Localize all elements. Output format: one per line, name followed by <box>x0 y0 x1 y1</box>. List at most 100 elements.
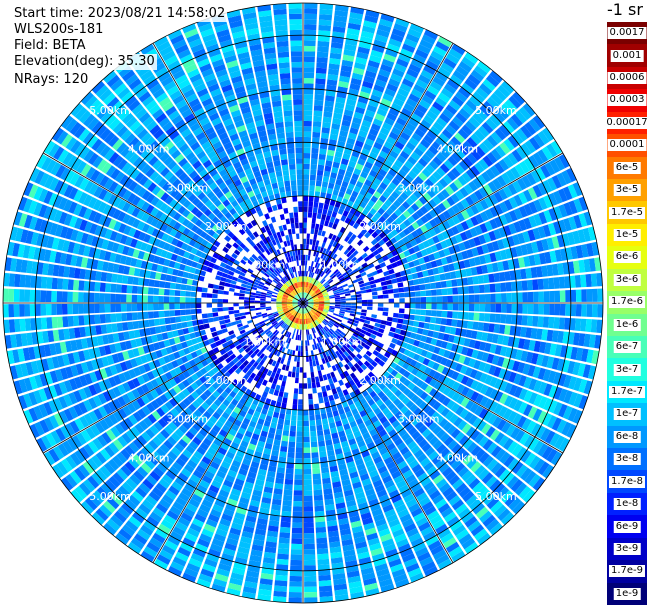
ppi-cell <box>481 121 494 134</box>
ppi-cell <box>308 303 314 306</box>
ppi-cell <box>311 153 319 160</box>
ppi-cell <box>115 303 122 313</box>
ppi-cell <box>414 361 423 370</box>
ppi-cell <box>515 146 528 160</box>
ppi-cell <box>318 285 324 290</box>
ppi-cell <box>428 228 437 237</box>
ppi-cell <box>323 306 330 309</box>
ppi-cell <box>428 253 436 262</box>
ppi-cell <box>318 19 332 26</box>
ppi-cell <box>249 308 256 312</box>
ppi-cell <box>312 473 321 480</box>
ppi-cell <box>334 270 341 276</box>
ppi-cell <box>449 327 457 335</box>
ppi-cell <box>510 427 521 440</box>
ppi-cell <box>356 51 369 60</box>
ppi-cell <box>333 313 339 317</box>
ppi-cell <box>366 174 375 183</box>
ppi-cell <box>381 58 395 68</box>
ppi-cell <box>309 174 316 181</box>
ppi-cell <box>272 291 278 295</box>
ppi-cell <box>332 26 346 33</box>
ppi-cell <box>375 253 382 260</box>
ppi-cell <box>411 376 420 385</box>
ppi-cell <box>303 420 309 427</box>
ppi-cell <box>307 298 313 302</box>
ppi-cell <box>368 263 375 269</box>
ppi-cell <box>479 384 489 395</box>
ppi-cell <box>597 288 603 302</box>
ppi-cell <box>290 420 297 427</box>
ppi-cell <box>425 336 433 344</box>
ppi-cell <box>492 416 503 428</box>
ppi-cell <box>398 367 407 376</box>
ppi-cell <box>420 303 427 309</box>
ppi-cell <box>463 240 471 250</box>
ppi-cell <box>317 283 322 288</box>
ppi-cell <box>353 111 364 120</box>
ppi-cell <box>543 383 553 397</box>
ppi-cell <box>340 307 346 310</box>
ppi-cell <box>271 298 277 301</box>
ppi-cell <box>313 484 322 491</box>
ppi-cell <box>495 303 502 313</box>
ppi-cell <box>496 486 510 500</box>
ppi-cell <box>451 215 461 225</box>
ppi-cell <box>457 420 468 431</box>
ppi-cell <box>586 242 594 257</box>
ppi-cell <box>588 334 596 348</box>
ppi-cell <box>382 378 391 386</box>
ppi-cell <box>310 430 317 437</box>
ppi-cell <box>436 288 443 296</box>
ppi-cell <box>454 233 463 243</box>
ppi-cell <box>478 452 490 464</box>
ppi-cell <box>401 78 414 88</box>
ppi-cell <box>314 94 325 101</box>
ppi-cell <box>458 160 469 171</box>
ppi-cell <box>418 74 431 85</box>
ppi-cell <box>520 326 527 338</box>
ppi-cell <box>542 127 554 142</box>
ppi-cell <box>293 495 303 502</box>
ppi-cell <box>213 284 220 290</box>
ppi-cell <box>482 138 494 151</box>
ppi-cell <box>153 280 161 288</box>
ppi-cell <box>56 278 64 290</box>
ppi-cell <box>329 328 335 334</box>
ppi-cell <box>343 193 351 201</box>
ppi-cell <box>293 490 303 496</box>
ppi-cell <box>461 209 470 220</box>
ppi-cell <box>546 264 554 277</box>
ppi-cell <box>326 278 333 283</box>
ppi-cell <box>319 270 324 276</box>
ppi-cell <box>355 311 362 316</box>
ppi-cell <box>393 254 401 262</box>
ppi-cell <box>437 36 452 48</box>
ppi-cell <box>382 211 390 220</box>
ppi-cell <box>277 418 285 425</box>
ppi-cell <box>308 304 314 306</box>
ppi-cell <box>397 239 405 247</box>
ppi-cell <box>433 251 441 260</box>
ppi-cell <box>320 314 326 319</box>
ppi-cell <box>360 312 367 317</box>
ppi-cell <box>493 504 507 518</box>
ppi-cell <box>596 319 603 334</box>
ppi-cell <box>408 137 419 147</box>
ppi-cell <box>410 297 416 303</box>
ppi-cell <box>331 234 337 241</box>
ppi-cell <box>355 217 363 225</box>
ppi-cell <box>373 190 382 199</box>
ppi-cell <box>291 414 297 421</box>
ppi-cell <box>467 276 474 285</box>
ppi-cell <box>413 339 421 347</box>
ppi-cell <box>528 155 540 169</box>
ppi-cell <box>415 209 424 218</box>
ppi-cell <box>316 542 328 550</box>
ppi-cell <box>420 138 431 149</box>
ppi-cell <box>350 343 357 350</box>
ppi-cell <box>359 220 367 228</box>
ppi-cell <box>317 269 322 276</box>
ppi-cell <box>581 304 587 317</box>
ppi-cell <box>314 288 320 293</box>
